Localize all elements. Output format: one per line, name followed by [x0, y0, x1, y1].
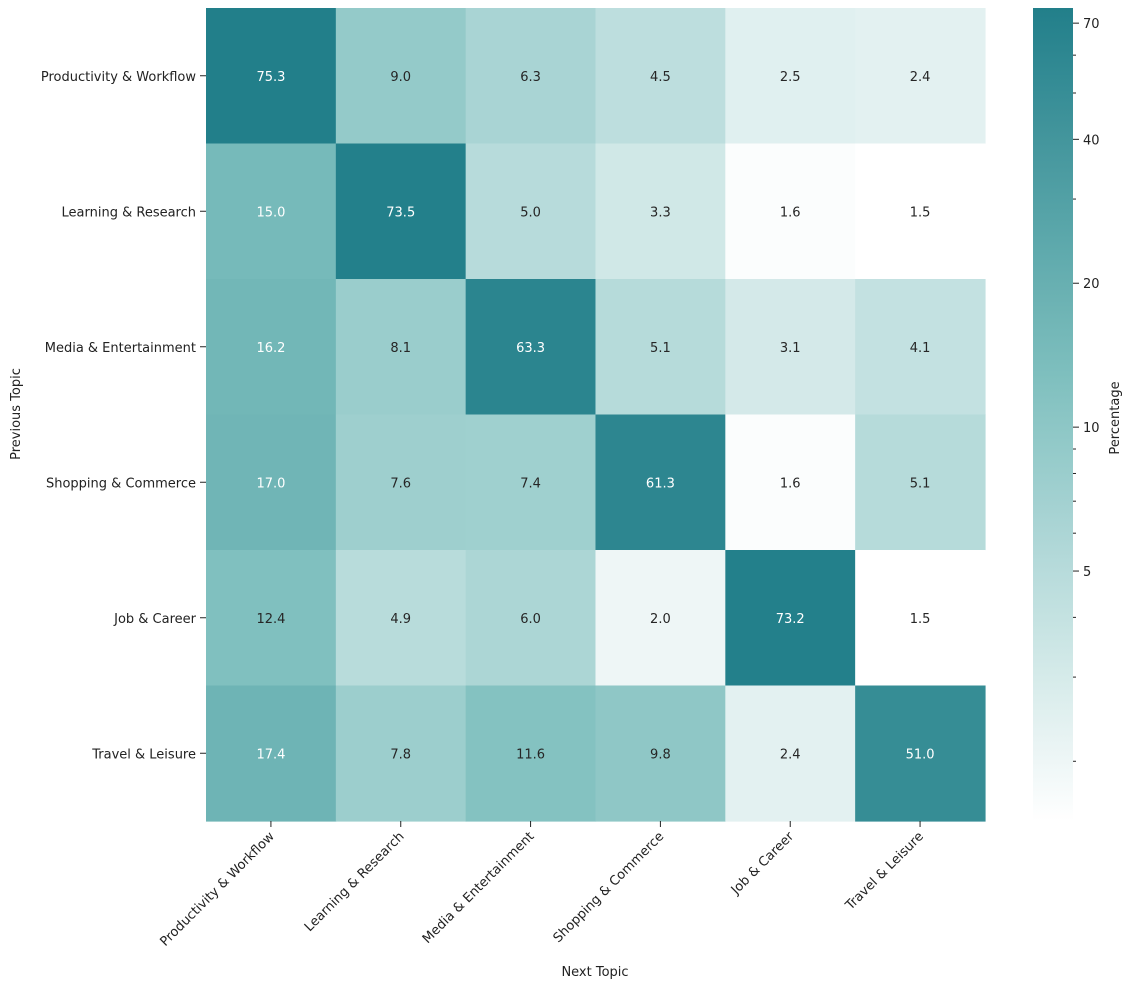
cell-value-label-0-5: 2.4: [910, 70, 931, 85]
colorbar-ticks: 5 10 20 40 70: [1073, 17, 1100, 762]
y-tick-label: Learning & Research: [62, 205, 196, 220]
heatmap-cell-3-0: [206, 414, 337, 551]
x-axis-title: Next Topic: [561, 965, 628, 980]
colorbar-tick-label: 10: [1083, 421, 1100, 436]
cell-value-label-1-5: 1.5: [910, 205, 931, 220]
cell-value-label-3-2: 7.4: [520, 476, 541, 491]
cell-value-label-4-0: 12.4: [256, 612, 285, 627]
cell-value-label-1-2: 5.0: [520, 205, 541, 220]
heatmap-cell-4-1: [335, 550, 467, 687]
heatmap-cell-4-4: [725, 550, 856, 687]
heatmap-cell-2-1: [335, 279, 467, 416]
cell-value-label-5-0: 17.4: [256, 747, 285, 762]
heatmap-cell-2-0: [206, 279, 337, 416]
x-tick-label: Shopping & Commerce: [551, 829, 668, 946]
colorbar: [1033, 8, 1073, 821]
heatmap-cell-1-1: [335, 143, 467, 280]
heatmap-cell-0-4: [725, 8, 856, 145]
cell-value-label-1-4: 1.6: [780, 205, 801, 220]
x-tick-label: Learning & Research: [302, 829, 408, 935]
cell-value-label-3-3: 61.3: [646, 476, 675, 491]
cell-value-label-2-3: 5.1: [650, 341, 671, 356]
cell-value-label-5-3: 9.8: [650, 747, 671, 762]
cell-value-label-0-3: 4.5: [650, 70, 671, 85]
heatmap-cell-0-2: [465, 8, 597, 145]
heatmap-cell-2-4: [725, 279, 856, 416]
cell-value-label-2-0: 16.2: [256, 341, 285, 356]
cell-value-label-3-4: 1.6: [780, 476, 801, 491]
heatmap-cell-5-3: [595, 685, 726, 822]
cell-value-label-2-1: 8.1: [390, 341, 411, 356]
cell-value-label-3-5: 5.1: [910, 476, 931, 491]
x-tick-label: Productivity & Workflow: [157, 829, 278, 950]
cell-value-label-2-2: 63.3: [516, 341, 545, 356]
y-tick-label: Media & Entertainment: [45, 341, 196, 356]
heatmap-cell-1-5: [855, 143, 986, 280]
cell-value-label-1-3: 3.3: [650, 205, 671, 220]
heatmap-cell-0-5: [855, 8, 986, 145]
cell-value-label-5-2: 11.6: [516, 747, 545, 762]
colorbar-tick-label: 20: [1083, 277, 1100, 292]
cell-value-label-5-5: 51.0: [906, 747, 935, 762]
heatmap-cells: 75.3 9.0 6.3 4.5 2.5 2.4 15.0 73.5 5.0 3.3 1.6 1.5 1…: [206, 8, 986, 822]
y-tick-label: Shopping & Commerce: [46, 476, 196, 491]
cell-value-label-3-1: 7.6: [390, 476, 411, 491]
heatmap-cell-5-0: [206, 685, 337, 822]
colorbar-tick-label: 5: [1083, 565, 1091, 580]
y-axis-title: Previous Topic: [9, 368, 24, 460]
cell-value-label-5-1: 7.8: [390, 747, 411, 762]
cell-value-label-0-1: 9.0: [390, 70, 411, 85]
y-tick-labels: Productivity & Workflow Learning & Resear…: [41, 70, 206, 762]
cell-value-label-0-2: 6.3: [520, 70, 541, 85]
heatmap-cell-5-2: [465, 685, 597, 822]
heatmap-cell-1-3: [595, 143, 726, 280]
cell-value-label-4-2: 6.0: [520, 612, 541, 627]
y-tick-label: Job & Career: [113, 612, 197, 627]
cell-value-label-4-1: 4.9: [390, 612, 411, 627]
colorbar-tick-label: 70: [1083, 17, 1100, 32]
cell-value-label-0-0: 75.3: [256, 70, 285, 85]
heatmap-cell-5-4: [725, 685, 856, 822]
heatmap-cell-5-1: [335, 685, 467, 822]
colorbar-tick-label: 40: [1083, 133, 1100, 148]
heatmap-cell-2-3: [595, 279, 726, 416]
heatmap-cell-3-3: [595, 414, 726, 551]
heatmap-cell-4-2: [465, 550, 597, 687]
y-tick-label: Productivity & Workflow: [41, 70, 197, 85]
cell-value-label-2-5: 4.1: [910, 341, 931, 356]
x-tick-labels: Productivity & Workflow Learning & Resear…: [157, 821, 927, 950]
cell-value-label-4-4: 73.2: [776, 612, 805, 627]
heatmap-cell-3-1: [335, 414, 467, 551]
x-tick-label: Media & Entertainment: [420, 829, 538, 947]
colorbar-title: Percentage: [1108, 381, 1123, 454]
y-tick-label: Travel & Leisure: [91, 747, 196, 762]
heatmap-cell-1-0: [206, 143, 337, 280]
cell-value-label-1-0: 15.0: [256, 205, 285, 220]
cell-value-label-5-4: 2.4: [780, 747, 801, 762]
cell-value-label-4-5: 1.5: [910, 612, 931, 627]
heatmap-cell-2-5: [855, 279, 986, 416]
cell-value-label-2-4: 3.1: [780, 341, 801, 356]
cell-value-label-0-4: 2.5: [780, 70, 801, 85]
cell-value-label-1-1: 73.5: [386, 205, 415, 220]
cell-value-label-3-0: 17.0: [256, 476, 285, 491]
heatmap-cell-5-5: [855, 685, 986, 822]
x-tick-label: Travel & Leisure: [842, 829, 927, 914]
heatmap-cell-3-4: [725, 414, 856, 551]
heatmap-cell-4-5: [855, 550, 986, 687]
heatmap-cell-4-3: [595, 550, 726, 687]
cell-value-label-4-3: 2.0: [650, 612, 671, 627]
heatmap-cell-0-1: [335, 8, 467, 145]
heatmap-cell-3-5: [855, 414, 986, 551]
x-tick-label: Job & Career: [728, 829, 798, 899]
heatmap-cell-1-2: [465, 143, 597, 280]
heatmap-cell-3-2: [465, 414, 597, 551]
heatmap-cell-0-3: [595, 8, 726, 145]
heatmap-cell-1-4: [725, 143, 856, 280]
heatmap-cell-4-0: [206, 550, 337, 687]
heatmap-cell-0-0: [206, 8, 337, 145]
heatmap-cell-2-2: [465, 279, 597, 416]
